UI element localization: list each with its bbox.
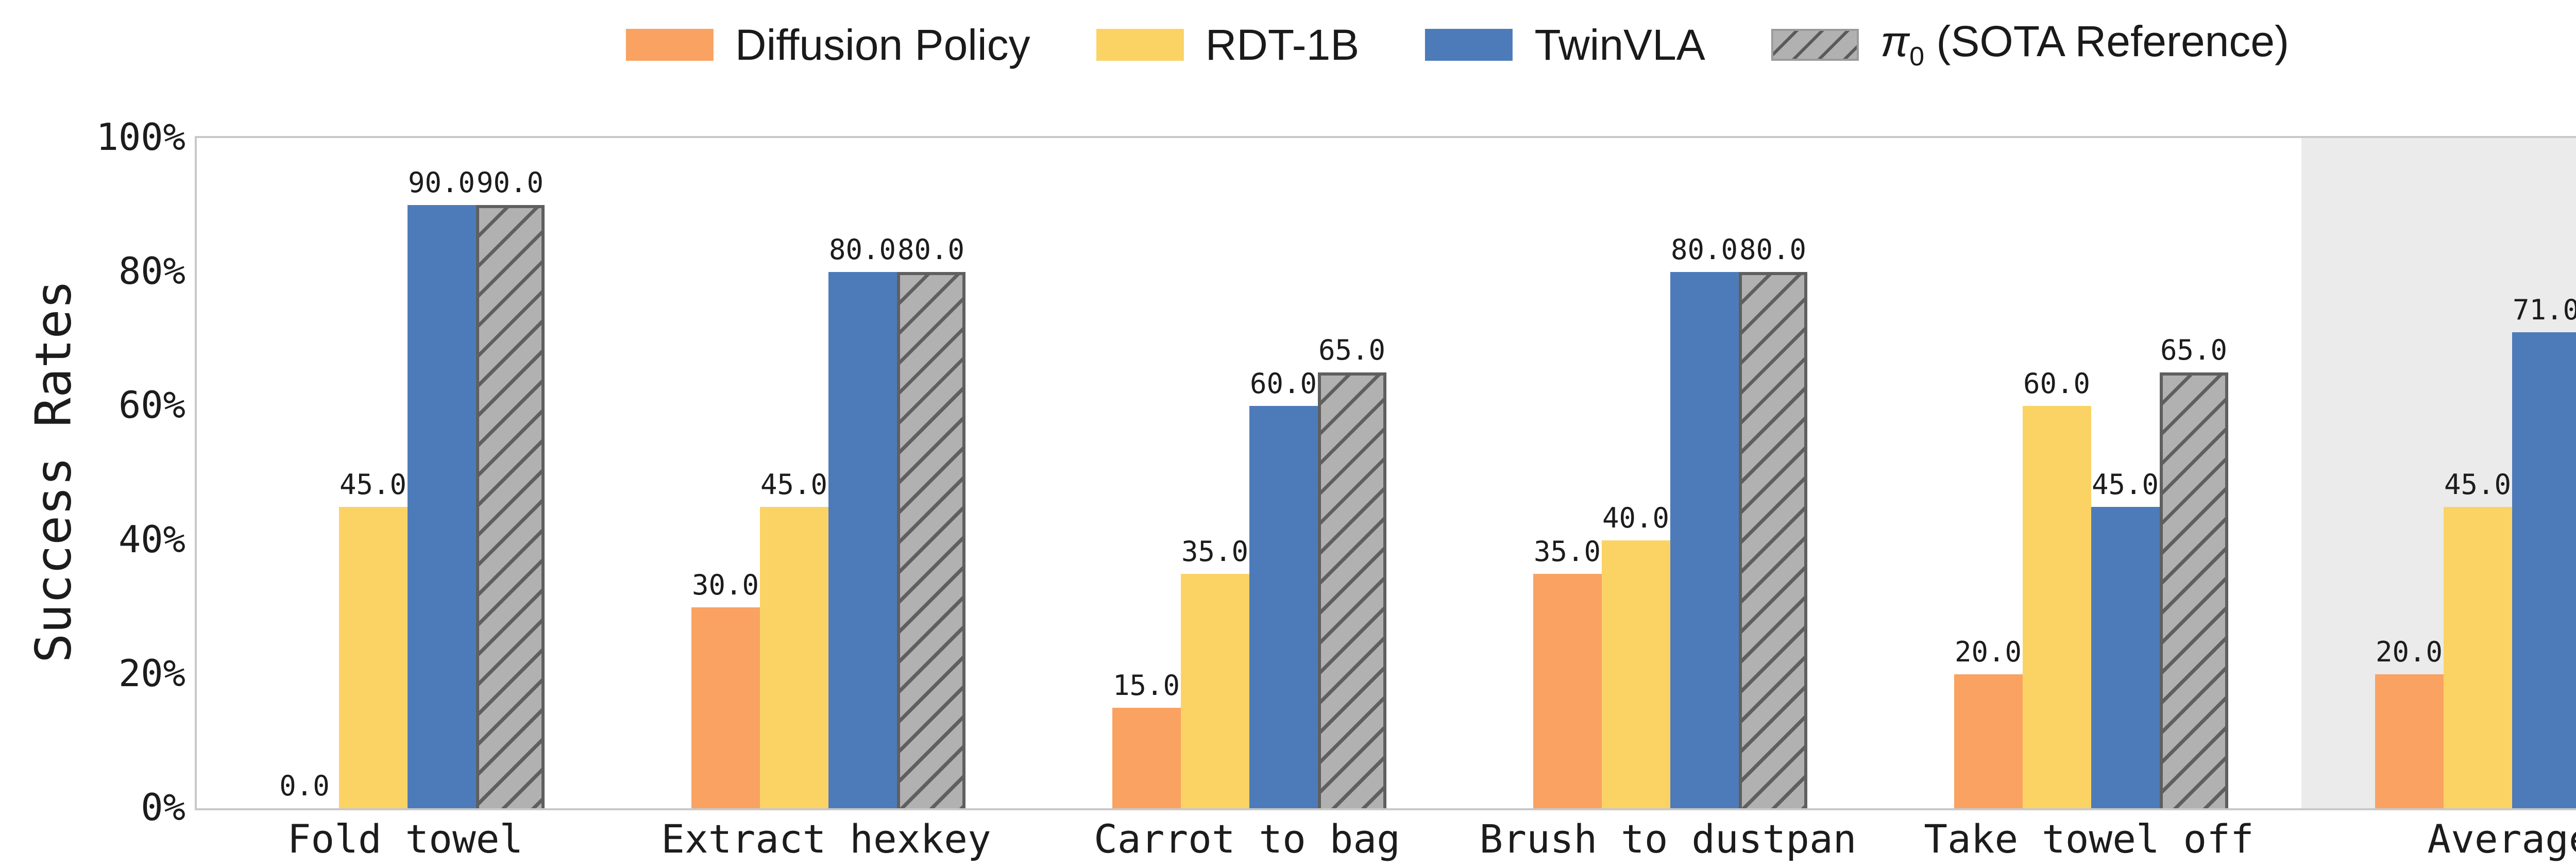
value-label-twinvla-carrot-to-bag: 60.0 bbox=[1249, 367, 1317, 400]
value-label-twinvla-brush-to-dustpan: 80.0 bbox=[1670, 233, 1738, 266]
legend-item-twinvla: TwinVLA bbox=[1425, 23, 1705, 66]
legend-label-sota-reference: π0 (SOTA Reference) bbox=[1880, 17, 2290, 72]
value-label-twinvla-average: 71.0 bbox=[2512, 294, 2576, 327]
y-tick-label-80: 80% bbox=[118, 249, 185, 293]
value-label-twinvla-take-towel-off: 45.0 bbox=[2091, 468, 2159, 501]
bar-rdt-1b-average bbox=[2443, 506, 2512, 808]
value-label-sota-reference-brush-to-dustpan: 80.0 bbox=[1739, 233, 1807, 266]
bar-sota-reference-fold-towel bbox=[476, 205, 545, 808]
value-label-diffusion-policy-extract-hexkey: 30.0 bbox=[691, 568, 759, 601]
bar-twinvla-extract-hexkey bbox=[828, 272, 897, 808]
legend-swatch-sota-reference bbox=[1771, 28, 1859, 61]
bar-rdt-1b-brush-to-dustpan bbox=[1601, 540, 1670, 808]
value-label-rdt-1b-average: 45.0 bbox=[2444, 468, 2512, 501]
value-label-rdt-1b-carrot-to-bag: 35.0 bbox=[1181, 535, 1249, 568]
plot-area: 0.0 45.0 90.0 90.0 30.0 45.0 80.0 80.0 15.0 35.0 6… bbox=[195, 136, 2576, 810]
legend: Diffusion Policy RDT-1B TwinVLA π0 (SOTA Re… bbox=[625, 20, 2289, 70]
value-label-rdt-1b-fold-towel: 45.0 bbox=[339, 468, 407, 501]
bar-diffusion-policy-carrot-to-bag bbox=[1112, 707, 1181, 808]
value-label-diffusion-policy-fold-towel: 0.0 bbox=[279, 770, 330, 802]
bar-rdt-1b-carrot-to-bag bbox=[1180, 573, 1249, 808]
bar-diffusion-policy-extract-hexkey bbox=[691, 607, 760, 808]
bar-sota-reference-take-towel-off bbox=[2159, 372, 2228, 808]
value-label-diffusion-policy-brush-to-dustpan: 35.0 bbox=[1533, 535, 1601, 568]
y-tick-label-60: 60% bbox=[118, 383, 185, 427]
value-label-rdt-1b-take-towel-off: 60.0 bbox=[2023, 367, 2091, 400]
pi-symbol: π bbox=[1880, 17, 1910, 65]
value-label-twinvla-fold-towel: 90.0 bbox=[408, 166, 476, 199]
bar-diffusion-policy-take-towel-off bbox=[1954, 674, 2023, 808]
bar-rdt-1b-extract-hexkey bbox=[759, 506, 828, 808]
y-tick-label-0: 0% bbox=[141, 786, 185, 829]
legend-item-sota-reference: π0 (SOTA Reference) bbox=[1771, 20, 2289, 70]
y-tick-label-100: 100% bbox=[96, 115, 185, 159]
x-tick-label-fold-towel: Fold towel bbox=[287, 816, 523, 862]
bar-sota-reference-carrot-to-bag bbox=[1317, 372, 1386, 808]
bar-twinvla-take-towel-off bbox=[2091, 506, 2160, 808]
x-tick-label-brush-to-dustpan: Brush to dustpan bbox=[1479, 816, 1857, 862]
value-label-rdt-1b-extract-hexkey: 45.0 bbox=[760, 468, 828, 501]
bar-twinvla-carrot-to-bag bbox=[1249, 406, 1318, 808]
y-axis-label: Success Rates bbox=[25, 280, 82, 663]
value-label-sota-reference-extract-hexkey: 80.0 bbox=[897, 233, 965, 266]
x-tick-label-take-towel-off: Take towel off bbox=[1924, 816, 2254, 862]
legend-swatch-twinvla bbox=[1425, 28, 1513, 61]
legend-label-diffusion-policy: Diffusion Policy bbox=[735, 20, 1030, 69]
value-label-diffusion-policy-carrot-to-bag: 15.0 bbox=[1112, 669, 1180, 702]
value-label-diffusion-policy-average: 20.0 bbox=[2375, 635, 2443, 668]
legend-swatch-diffusion-policy bbox=[625, 28, 714, 61]
x-tick-label-average: Average bbox=[2427, 816, 2576, 862]
legend-label-twinvla: TwinVLA bbox=[1534, 20, 1705, 69]
bar-twinvla-fold-towel bbox=[407, 205, 476, 808]
value-label-sota-reference-fold-towel: 90.0 bbox=[476, 166, 544, 199]
y-tick-label-40: 40% bbox=[118, 517, 185, 561]
bar-diffusion-policy-brush-to-dustpan bbox=[1533, 573, 1602, 808]
bar-diffusion-policy-average bbox=[2375, 674, 2444, 808]
bar-rdt-1b-fold-towel bbox=[338, 506, 408, 808]
x-tick-label-extract-hexkey: Extract hexkey bbox=[661, 816, 991, 862]
bar-sota-reference-brush-to-dustpan bbox=[1738, 272, 1807, 808]
x-tick-label-carrot-to-bag: Carrot to bag bbox=[1094, 816, 1400, 862]
bar-twinvla-average bbox=[2512, 332, 2576, 808]
value-label-twinvla-extract-hexkey: 80.0 bbox=[828, 233, 896, 266]
bar-twinvla-brush-to-dustpan bbox=[1670, 272, 1739, 808]
value-label-sota-reference-take-towel-off: 65.0 bbox=[2160, 334, 2228, 367]
value-label-sota-reference-carrot-to-bag: 65.0 bbox=[1318, 334, 1386, 367]
legend-label-rdt-1b: RDT-1B bbox=[1205, 20, 1360, 69]
legend-item-diffusion-policy: Diffusion Policy bbox=[625, 20, 1030, 69]
y-tick-label-20: 20% bbox=[118, 651, 185, 695]
bar-rdt-1b-take-towel-off bbox=[2022, 406, 2091, 808]
legend-item-rdt-1b: RDT-1B bbox=[1096, 20, 1360, 69]
value-label-diffusion-policy-take-towel-off: 20.0 bbox=[1954, 635, 2022, 668]
value-label-rdt-1b-brush-to-dustpan: 40.0 bbox=[1602, 501, 1670, 534]
legend-swatch-rdt-1b bbox=[1096, 28, 1184, 61]
bar-sota-reference-extract-hexkey bbox=[896, 272, 965, 808]
